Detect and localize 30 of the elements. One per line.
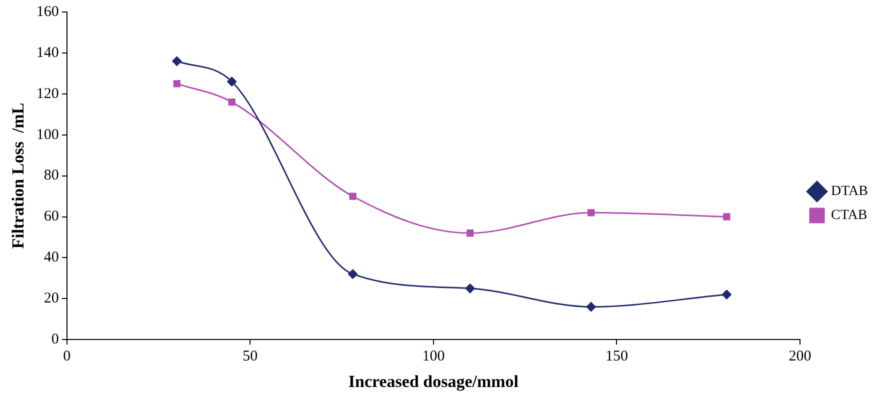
y-tick-label: 60 (44, 208, 59, 225)
point (723, 213, 730, 220)
point (173, 80, 180, 88)
x-tick-label: 50 (242, 348, 258, 365)
x-tick-label: 100 (422, 348, 445, 365)
point (587, 209, 595, 216)
y-tick-label: 120 (36, 86, 59, 102)
y-tick-label: 100 (36, 126, 59, 143)
y-tick-label: 40 (44, 250, 59, 266)
x-axis-title: Increased dosage/mmol (348, 372, 519, 392)
y-tick-label: 140 (36, 44, 59, 61)
x-tick-label: 200 (788, 348, 812, 365)
y-tick-label: 160 (36, 4, 59, 20)
x-tick-label: 150 (605, 348, 628, 365)
point (172, 56, 182, 66)
point (586, 302, 596, 312)
point (227, 76, 237, 86)
y-axis-title: Filtration Loss /mL (8, 102, 28, 249)
point (348, 269, 358, 279)
y-tick-label: 0 (51, 332, 59, 348)
point (722, 290, 732, 300)
point (349, 192, 356, 200)
point (228, 98, 236, 106)
legend-label: DTAB (831, 184, 868, 200)
y-tick-label: 20 (44, 290, 59, 307)
point (465, 284, 475, 294)
point (466, 230, 474, 237)
x-tick-label: 0 (63, 348, 71, 365)
legend-label: CTAB (831, 208, 868, 224)
y-tick-label: 80 (44, 168, 59, 184)
